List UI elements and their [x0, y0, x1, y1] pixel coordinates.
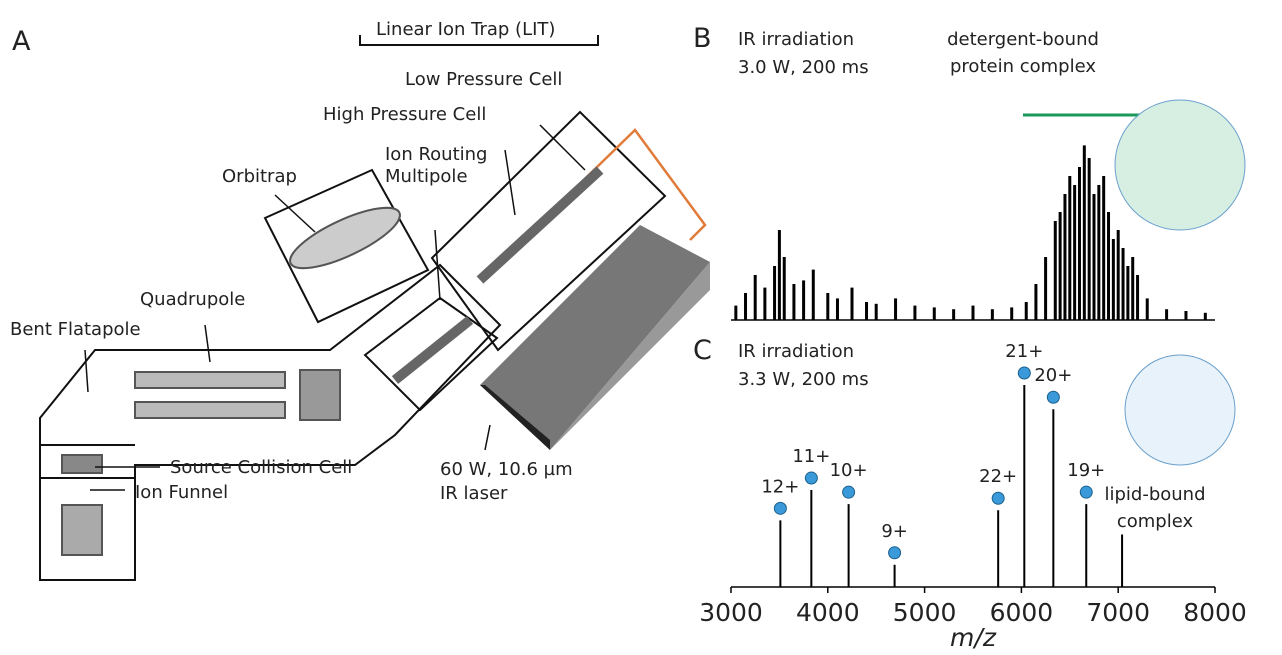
quad-rod — [134, 371, 286, 389]
panel-label: A — [12, 26, 31, 57]
ion-marker — [888, 546, 902, 560]
main-outline — [39, 263, 502, 581]
label-line: Quadrupole — [140, 289, 245, 310]
collision-cell — [61, 454, 103, 474]
orbitrap-electrode — [289, 206, 401, 270]
routing-box — [363, 296, 499, 412]
protein-structure — [1124, 354, 1236, 466]
panel-label: B — [693, 23, 712, 54]
spectra: B IR irradiation 3.0 W, 200 ms detergent-bo… — [693, 23, 1247, 652]
label-line: Ion Funnel — [135, 482, 228, 503]
label-line: Source Collision Cell — [170, 457, 352, 478]
label: IR irradiation 3.3 W, 200 ms — [738, 341, 869, 390]
lit-box — [430, 110, 667, 352]
instrument-diagram — [39, 35, 710, 581]
bracket-label: Linear Ion Trap (LIT) — [376, 19, 555, 40]
label-line: 3.0 W, 200 ms — [738, 57, 869, 78]
x-axis-title: m/z — [950, 623, 997, 651]
ion-marker — [804, 471, 818, 485]
panel-label: C — [693, 335, 712, 366]
quad-rod — [134, 401, 286, 419]
label: detergent-bound protein complex — [947, 29, 1099, 77]
charge-label: 10+ — [830, 460, 868, 481]
label-line: 60 W, 10.6 µm — [440, 459, 573, 480]
label-line: IR laser — [440, 483, 508, 504]
label-line: Multipole — [385, 166, 468, 187]
label-line: Ion Routing — [385, 144, 487, 165]
label-line: complex — [1117, 511, 1194, 532]
label: Ion Routing Multipole — [385, 144, 487, 187]
label: Bent Flatapole — [10, 319, 141, 340]
laser-beam — [519, 128, 707, 243]
ion-marker — [773, 501, 787, 515]
orbitrap-box — [263, 168, 430, 324]
ion-marker — [991, 491, 1005, 505]
label: Ion Funnel — [135, 482, 228, 503]
label-line: IR irradiation — [738, 29, 854, 50]
x-tick-label: 4000 — [796, 598, 860, 627]
ion-marker — [1017, 366, 1031, 380]
lit-rod — [476, 166, 604, 284]
label-line: protein complex — [950, 56, 1096, 77]
label-line: IR irradiation — [738, 341, 854, 362]
ion-marker — [1079, 485, 1093, 499]
label: lipid-bound complex — [1104, 484, 1205, 532]
label: High Pressure Cell — [323, 104, 486, 125]
label-line: Orbitrap — [222, 166, 297, 187]
label: Source Collision Cell — [170, 457, 352, 478]
label-line: Low Pressure Cell — [405, 69, 562, 90]
x-tick-label: 5000 — [893, 598, 957, 627]
charge-label: 20+ — [1034, 365, 1072, 386]
routing-rod — [391, 316, 474, 384]
laser-face — [480, 385, 550, 450]
laser-side — [480, 225, 710, 450]
x-tick-label: 8000 — [1183, 598, 1247, 627]
label-line: lipid-bound — [1104, 484, 1205, 505]
funnel — [61, 504, 103, 556]
charge-label: 22+ — [979, 466, 1017, 487]
component-labels: Low Pressure Cell High Pressure Cell Ion R… — [10, 69, 573, 504]
charge-label: 11+ — [792, 446, 830, 467]
lit-bracket — [359, 35, 599, 46]
x-tick-label: 6000 — [990, 598, 1054, 627]
ion-marker — [1046, 390, 1060, 404]
label-line: detergent-bound — [947, 29, 1099, 50]
label: IR irradiation 3.0 W, 200 ms — [738, 29, 869, 78]
label-line: Bent Flatapole — [10, 319, 141, 340]
charge-label: 9+ — [881, 521, 908, 542]
label: 60 W, 10.6 µm IR laser — [440, 459, 573, 504]
label: Orbitrap — [222, 166, 297, 187]
label-line: High Pressure Cell — [323, 104, 486, 125]
label: Low Pressure Cell — [405, 69, 562, 90]
x-tick-label: 7000 — [1086, 598, 1150, 627]
charge-label: 21+ — [1005, 341, 1043, 362]
leader-lines — [84, 124, 586, 491]
protein-structure — [1114, 99, 1246, 231]
lens-stack — [299, 369, 341, 421]
ion-marker — [842, 485, 856, 499]
label-line: 3.3 W, 200 ms — [738, 369, 869, 390]
label: Quadrupole — [140, 289, 245, 310]
x-tick-label: 3000 — [699, 598, 763, 627]
charge-label: 12+ — [761, 476, 799, 497]
charge-label: 19+ — [1067, 460, 1105, 481]
